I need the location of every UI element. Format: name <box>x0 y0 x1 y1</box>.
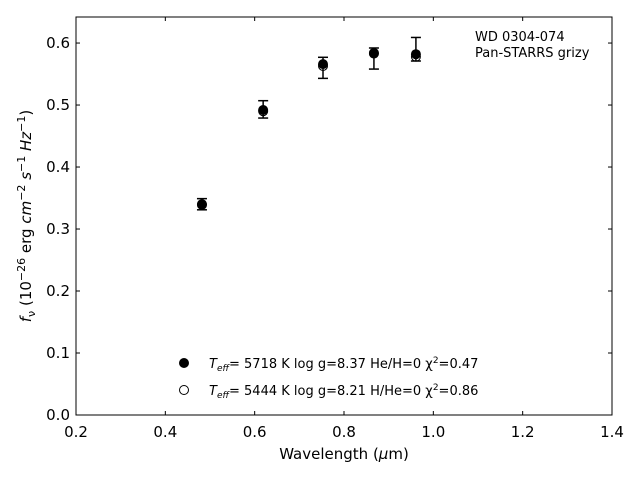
legend-label-part: T <box>209 384 218 399</box>
y-tick-label: 0.2 <box>46 282 70 300</box>
legend-label-part: T <box>209 357 218 372</box>
annotation: Pan-STARRS grizy <box>475 46 590 61</box>
y-axis-label-part: Hz <box>17 131 35 156</box>
legend-label-part: 2 <box>433 383 439 393</box>
plot-frame <box>75 16 613 416</box>
legend-marker <box>179 385 189 395</box>
x-tick-label: 0.6 <box>243 423 267 441</box>
point <box>196 199 207 210</box>
y-axis-label-part: cm <box>17 201 35 224</box>
y-tick-label: 0.1 <box>46 344 70 362</box>
y-tick-label: 0.6 <box>46 34 70 52</box>
point <box>318 60 329 71</box>
x-tick-label: 1.2 <box>511 423 535 441</box>
legend-label-part: =0.86 <box>439 384 479 399</box>
legend-label-part: = 5444 K log g=8.21 H/He=0 χ <box>229 384 433 399</box>
y-axis-label-part: −2 <box>15 185 28 201</box>
x-axis-label-part: Wavelength ( <box>279 445 379 463</box>
y-axis-label-part: erg <box>17 224 35 258</box>
x-tick-label: 1.0 <box>421 423 445 441</box>
legend-label-part: 2 <box>433 356 439 366</box>
legend-label-part: =0.47 <box>439 357 479 372</box>
x-tick-label: 0.4 <box>153 423 177 441</box>
y-tick-label: 0.0 <box>46 406 70 424</box>
x-axis-label-part: m) <box>388 445 408 463</box>
legend-label-part: = 5718 K log g=8.37 He/H=0 χ <box>229 357 433 372</box>
y-axis-label-part: f <box>17 314 35 322</box>
x-tick-label: 0.2 <box>64 423 88 441</box>
legend-marker <box>179 358 189 368</box>
point <box>410 49 421 60</box>
y-axis-label-part: ) <box>17 110 35 116</box>
y-axis-label-part: ν <box>25 311 38 317</box>
y-tick-label: 0.5 <box>46 96 70 114</box>
legend-label-part: eff <box>217 364 231 374</box>
x-axis-label-part: μ <box>378 445 389 463</box>
point <box>258 106 269 117</box>
x-axis-label: Wavelength (μm) <box>279 445 409 463</box>
y-axis-label-part: (10 <box>17 281 35 311</box>
x-tick-label: 0.8 <box>332 423 356 441</box>
y-axis-label: fν (10−26 erg cm−2 s−1 Hz−1) <box>15 110 38 322</box>
point <box>410 51 421 62</box>
legend-label: Teff= 5444 K log g=8.21 H/He=0 χ2=0.86 <box>209 383 478 401</box>
y-tick-label: 0.4 <box>46 158 70 176</box>
legend-label: Teff= 5718 K log g=8.37 He/H=0 χ2=0.47 <box>209 356 478 374</box>
legend-label-part: eff <box>217 391 231 401</box>
point <box>368 48 379 59</box>
y-tick-label: 0.3 <box>46 220 70 238</box>
y-axis-label-part: s <box>17 172 35 185</box>
annotation: WD 0304-074 <box>475 30 565 45</box>
y-axis-label-part: −26 <box>15 258 28 281</box>
x-tick-label: 1.4 <box>600 423 624 441</box>
y-axis-label-part: −1 <box>15 156 28 172</box>
y-axis-label-part: −1 <box>15 116 28 132</box>
